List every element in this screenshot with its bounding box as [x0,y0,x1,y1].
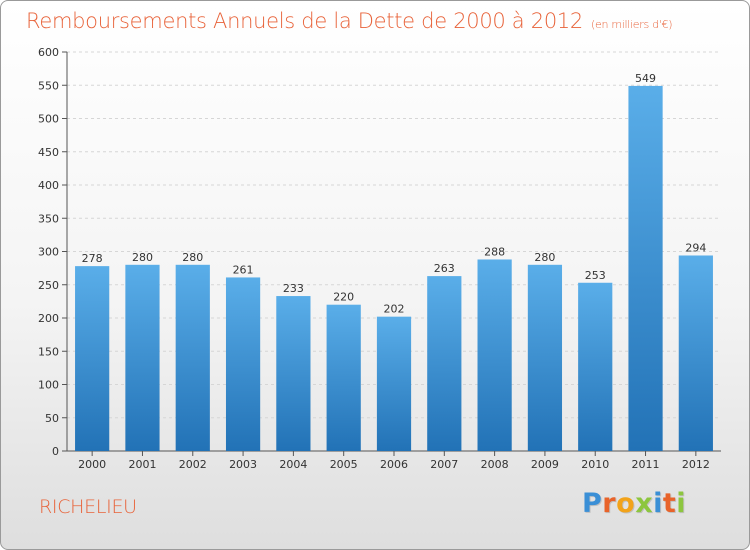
logo-letter: x [635,488,654,519]
bar [75,266,110,451]
data-label: 202 [384,303,405,316]
commune-name: RICHELIEU [39,496,137,518]
y-tick-label: 350 [38,212,59,225]
x-tick-label: 2002 [179,458,207,471]
x-tick-label: 2011 [632,458,660,471]
x-tick-label: 2001 [128,458,156,471]
bars [75,85,713,451]
y-tick-label: 150 [38,345,59,358]
x-tick-label: 2009 [531,458,559,471]
bar [175,264,210,451]
x-tick-label: 2006 [380,458,408,471]
y-tick-label: 400 [38,179,59,192]
x-tick-label: 2008 [481,458,509,471]
bar [125,264,160,451]
y-tick-label: 50 [45,412,59,425]
data-label: 280 [182,251,203,264]
logo-letter: i [676,488,687,519]
y-tick-label: 200 [38,312,59,325]
x-tick-label: 2000 [78,458,106,471]
logo-letter: t [662,488,677,519]
x-tick-label: 2012 [682,458,710,471]
proxiti-logo: Proxiti [582,488,686,519]
chart-unit: (en milliers d'€) [591,18,673,31]
x-tick-label: 2003 [229,458,257,471]
bar [427,276,462,451]
y-tick-label: 300 [38,246,59,259]
data-label: 278 [82,252,103,265]
logo-letter: P [582,488,603,519]
logo-letter: i [653,488,663,519]
y-tick-label: 600 [38,46,59,59]
data-label: 288 [484,245,505,258]
bar [628,85,663,451]
data-label: 261 [233,263,254,276]
chart-title-text: Remboursements Annuels de la Dette de 20… [26,9,583,33]
data-label: 233 [283,282,304,295]
logo-letter: r [602,488,617,519]
data-label: 280 [132,251,153,264]
bar [527,264,563,451]
bar [326,304,361,451]
chart-title: Remboursements Annuels de la Dette de 20… [26,9,672,33]
logo-letter: o [616,488,636,519]
x-tick-label: 2005 [330,458,358,471]
data-label: 220 [333,291,354,304]
bar [678,255,713,451]
labels: 278 280 280 261 233 220 202 263 288 280 253 549 294 [82,72,707,316]
y-tick-label: 0 [52,445,59,458]
data-label: 253 [585,269,606,282]
bar [376,316,412,451]
y-tick-label: 500 [38,113,59,126]
data-label: 549 [635,72,656,85]
y-tick-label: 550 [38,79,59,92]
data-label: 280 [534,251,555,264]
bar [477,259,512,451]
y-tick-label: 450 [38,146,59,159]
bar [276,296,311,451]
axes: 0 50 100 150 200 250 300 350 400 450 500 550 600 2000… [38,46,721,471]
data-label: 294 [685,241,706,254]
x-tick-label: 2010 [581,458,609,471]
y-tick-label: 250 [38,279,59,292]
x-tick-label: 2007 [430,458,458,471]
y-tick-label: 100 [38,379,59,392]
x-tick-label: 2004 [279,458,307,471]
bar [225,277,261,451]
bar [578,282,613,451]
data-label: 263 [434,262,455,275]
